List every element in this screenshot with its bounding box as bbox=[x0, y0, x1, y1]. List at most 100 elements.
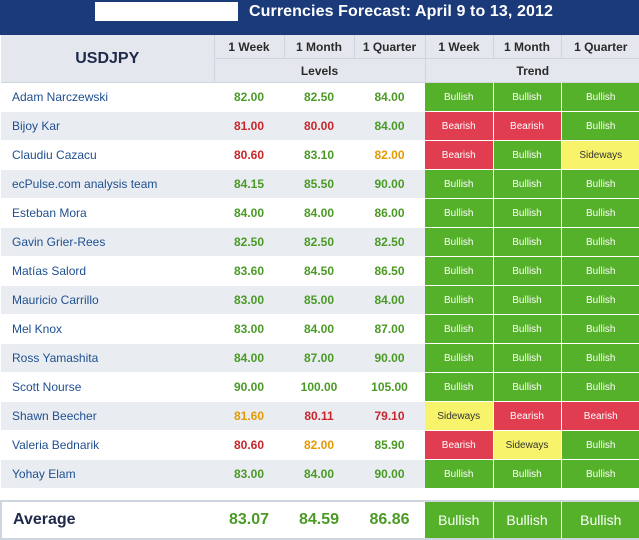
level-value: 86.50 bbox=[354, 256, 425, 286]
table-row: Ross Yamashita 84.00 87.00 90.00 Bullish Bull… bbox=[1, 343, 639, 373]
level-value: 85.90 bbox=[354, 430, 425, 460]
trend-value: Bullish bbox=[492, 314, 561, 344]
table-row: Scott Nourse 90.00 100.00 105.00 Bullish Bull… bbox=[1, 372, 639, 402]
level-value: 90.00 bbox=[354, 459, 425, 489]
trend-value: Bullish bbox=[560, 227, 639, 257]
trend-value: Bearish bbox=[492, 401, 561, 431]
trend-value: Bullish bbox=[492, 459, 561, 489]
trend-value: Bearish bbox=[492, 111, 561, 141]
header-trend-1-month: 1 Month bbox=[492, 35, 561, 59]
level-value: 79.10 bbox=[354, 401, 425, 431]
level-value: 82.00 bbox=[354, 140, 425, 170]
level-value: 85.50 bbox=[284, 169, 354, 199]
trend-value: Bullish bbox=[425, 82, 493, 112]
level-value: 80.60 bbox=[214, 430, 284, 460]
trend-value: Bullish bbox=[425, 459, 493, 489]
level-value: 84.00 bbox=[354, 82, 425, 112]
trend-value: Bullish bbox=[492, 227, 561, 257]
trend-value: Sideways bbox=[560, 140, 639, 170]
level-value: 87.00 bbox=[284, 343, 354, 373]
analyst-name: Bijoy Kar bbox=[1, 111, 214, 141]
trend-value: Bullish bbox=[560, 82, 639, 112]
level-value: 82.50 bbox=[354, 227, 425, 257]
trend-value: Bullish bbox=[492, 256, 561, 286]
trend-value: Bullish bbox=[492, 343, 561, 373]
average-level-value: 83.07 bbox=[214, 500, 284, 540]
level-value: 105.00 bbox=[354, 372, 425, 402]
trend-value: Bullish bbox=[492, 140, 561, 170]
level-value: 90.00 bbox=[354, 169, 425, 199]
average-level-value: 84.59 bbox=[284, 500, 354, 540]
table-row: Adam Narczewski 82.00 82.50 84.00 Bullish Bul… bbox=[1, 82, 639, 112]
page-title: Currencies Forecast: April 9 to 13, 2012 bbox=[249, 3, 553, 20]
level-value: 83.00 bbox=[214, 285, 284, 315]
level-value: 84.00 bbox=[354, 111, 425, 141]
trend-value: Bullish bbox=[425, 169, 493, 199]
table-row: Mauricio Carrillo 83.00 85.00 84.00 Bullish B… bbox=[1, 285, 639, 315]
analyst-name: Shawn Beecher bbox=[1, 401, 214, 431]
trend-value: Bullish bbox=[560, 372, 639, 402]
level-value: 82.50 bbox=[214, 227, 284, 257]
trend-value: Bullish bbox=[492, 82, 561, 112]
header-levels-1-quarter: 1 Quarter bbox=[353, 35, 425, 59]
level-value: 83.00 bbox=[214, 459, 284, 489]
level-value: 84.00 bbox=[214, 198, 284, 228]
analyst-name: Valeria Bednarik bbox=[1, 430, 214, 460]
trend-value: Bullish bbox=[425, 285, 493, 315]
analyst-name: Ross Yamashita bbox=[1, 343, 214, 373]
spacer-row bbox=[1, 488, 639, 501]
level-value: 84.50 bbox=[284, 256, 354, 286]
level-value: 83.60 bbox=[214, 256, 284, 286]
trend-value: Bullish bbox=[560, 430, 639, 460]
table-row: Esteban Mora 84.00 84.00 86.00 Bullish Bullis… bbox=[1, 198, 639, 228]
trend-value: Bullish bbox=[492, 372, 561, 402]
trend-value: Bullish bbox=[560, 198, 639, 228]
trend-value: Bullish bbox=[560, 459, 639, 489]
header-trend-1-quarter: 1 Quarter bbox=[560, 35, 639, 59]
table-row: Valeria Bednarik 80.60 82.00 85.90 Bearish Si… bbox=[1, 430, 639, 460]
analyst-name: Esteban Mora bbox=[1, 198, 214, 228]
trend-value: Bullish bbox=[560, 343, 639, 373]
trend-value: Bullish bbox=[425, 227, 493, 257]
pair-label: USDJPY bbox=[1, 35, 214, 83]
trend-value: Bullish bbox=[425, 198, 493, 228]
level-value: 84.00 bbox=[284, 198, 354, 228]
table-row: ecPulse.com analysis team 84.15 85.50 90.00… bbox=[1, 169, 639, 199]
trend-value: Bullish bbox=[425, 343, 493, 373]
trend-value: Bullish bbox=[560, 111, 639, 141]
table-row: Mel Knox 83.00 84.00 87.00 Bullish Bullish Bul… bbox=[1, 314, 639, 344]
table-row: Bijoy Kar 81.00 80.00 84.00 Bearish Bearish Bu… bbox=[1, 111, 639, 141]
title-blank-box bbox=[95, 2, 238, 21]
analyst-name: Yohay Elam bbox=[1, 459, 214, 489]
table-row: Gavin Grier-Rees 82.50 82.50 82.50 Bullish Bu… bbox=[1, 227, 639, 257]
level-value: 82.00 bbox=[284, 430, 354, 460]
trend-value: Sideways bbox=[425, 401, 493, 431]
trend-value: Bullish bbox=[560, 256, 639, 286]
analyst-name: ecPulse.com analysis team bbox=[1, 169, 214, 199]
forecast-table: USDJPY 1 Week 1 Month 1 Quarter 1 Week 1… bbox=[0, 35, 639, 540]
level-value: 80.60 bbox=[214, 140, 284, 170]
level-value: 83.00 bbox=[214, 314, 284, 344]
trend-value: Bearish bbox=[425, 140, 493, 170]
table-row: Claudiu Cazacu 80.60 83.10 82.00 Bearish Bull… bbox=[1, 140, 639, 170]
trend-value: Bullish bbox=[425, 372, 493, 402]
average-trend-value: Bullish bbox=[425, 500, 493, 540]
level-value: 82.50 bbox=[284, 227, 354, 257]
level-value: 80.00 bbox=[284, 111, 354, 141]
table-row: Yohay Elam 83.00 84.00 90.00 Bullish Bullish B… bbox=[1, 459, 639, 489]
level-value: 80.11 bbox=[284, 401, 354, 431]
level-value: 81.60 bbox=[214, 401, 284, 431]
trend-value: Bullish bbox=[492, 198, 561, 228]
level-value: 84.00 bbox=[354, 285, 425, 315]
title-bar: Currencies Forecast: April 9 to 13, 2012 bbox=[0, 0, 639, 35]
level-value: 82.50 bbox=[284, 82, 354, 112]
analyst-name: Adam Narczewski bbox=[1, 82, 214, 112]
analyst-name: Mel Knox bbox=[1, 314, 214, 344]
analyst-name: Claudiu Cazacu bbox=[1, 140, 214, 170]
level-value: 87.00 bbox=[354, 314, 425, 344]
header-levels-1-week: 1 Week bbox=[213, 35, 284, 59]
level-value: 82.00 bbox=[214, 82, 284, 112]
header-levels-1-month: 1 Month bbox=[283, 35, 354, 59]
level-value: 84.15 bbox=[214, 169, 284, 199]
spacer-cell bbox=[1, 488, 639, 501]
